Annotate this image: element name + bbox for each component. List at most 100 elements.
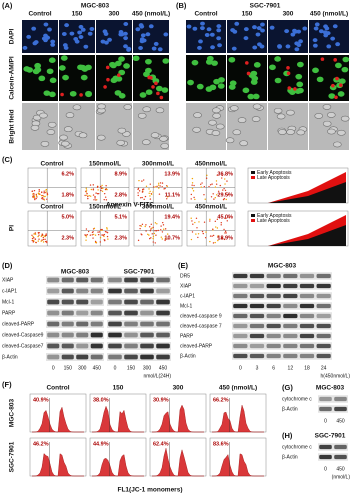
event <box>38 238 40 240</box>
nucleus <box>157 47 163 52</box>
label: cleaved-caspase 7 <box>180 323 222 329</box>
label: Mcl-1 <box>180 303 192 309</box>
band <box>316 303 331 309</box>
nucleus <box>326 44 332 49</box>
label: Annexin V-FITC <box>106 202 154 209</box>
cell <box>137 112 147 119</box>
band <box>47 354 60 360</box>
cell <box>338 78 346 84</box>
band <box>249 303 265 309</box>
event <box>223 228 225 231</box>
event <box>86 233 88 236</box>
blot-strip <box>318 395 348 403</box>
cell <box>23 66 31 72</box>
event <box>104 230 107 233</box>
band <box>140 288 154 294</box>
event <box>35 193 38 196</box>
event <box>99 241 102 243</box>
dead-cell <box>286 65 290 70</box>
band <box>266 303 281 309</box>
blot-strip <box>232 322 332 330</box>
cell <box>276 113 286 120</box>
event <box>162 224 165 226</box>
event <box>212 234 215 237</box>
cell <box>72 104 82 111</box>
nucleus <box>197 45 202 50</box>
event <box>220 222 222 224</box>
event <box>34 238 37 240</box>
event <box>152 191 154 193</box>
event <box>154 230 156 232</box>
label: SGC-7901 <box>250 3 281 10</box>
blot-strip <box>46 342 104 350</box>
event <box>222 189 224 191</box>
event <box>200 183 202 185</box>
nucleus <box>312 43 318 48</box>
label: cleaved-PARP <box>2 321 35 327</box>
event <box>92 194 95 196</box>
label: 66.2% <box>213 397 229 403</box>
cell <box>141 139 151 146</box>
blot-strip <box>318 453 348 461</box>
nucleus <box>260 22 265 27</box>
band <box>108 299 122 305</box>
cell <box>118 93 126 99</box>
event <box>98 231 101 233</box>
event <box>137 194 139 197</box>
band <box>47 343 60 349</box>
label: MGC-803 <box>9 399 16 428</box>
label: cleaved-Caspase9 <box>2 332 44 338</box>
band <box>108 321 122 327</box>
band <box>283 323 298 329</box>
event <box>219 184 222 187</box>
cell <box>69 90 77 97</box>
event <box>222 198 225 201</box>
band <box>76 310 89 316</box>
event <box>85 236 87 238</box>
band <box>334 454 347 460</box>
band <box>299 323 315 329</box>
nucleus <box>243 36 249 41</box>
nucleus <box>204 32 210 37</box>
label: 300 <box>173 385 184 392</box>
band <box>124 321 138 327</box>
event <box>190 238 193 241</box>
event <box>216 174 219 176</box>
cell <box>217 83 225 89</box>
label: 40.9% <box>33 397 49 403</box>
event <box>107 238 109 240</box>
cell <box>47 121 57 128</box>
nucleus <box>107 37 112 42</box>
band <box>233 323 248 329</box>
event <box>100 187 103 190</box>
event <box>145 185 148 188</box>
band <box>47 321 60 327</box>
nucleus <box>290 32 296 37</box>
event <box>32 239 35 242</box>
event <box>40 191 43 194</box>
event <box>215 180 218 182</box>
band <box>90 277 103 283</box>
cell <box>118 56 125 62</box>
band <box>316 313 331 319</box>
event <box>45 188 48 191</box>
label: β-Actin <box>282 406 298 412</box>
dead-cell <box>333 58 337 62</box>
band <box>283 313 298 319</box>
cell <box>48 91 56 98</box>
nucleus <box>234 21 240 26</box>
event <box>91 234 93 236</box>
nucleus <box>47 27 52 32</box>
histogram-fill <box>32 453 84 477</box>
label: 30.9% <box>153 397 169 403</box>
label: (C) <box>2 155 13 164</box>
label: PARP <box>180 333 194 339</box>
label: cleaved-PARP <box>180 343 213 349</box>
event <box>104 196 107 198</box>
event <box>161 182 164 184</box>
event <box>138 190 141 192</box>
event <box>32 241 35 243</box>
band <box>47 310 60 316</box>
label: 0 <box>52 365 55 371</box>
band <box>90 343 103 349</box>
